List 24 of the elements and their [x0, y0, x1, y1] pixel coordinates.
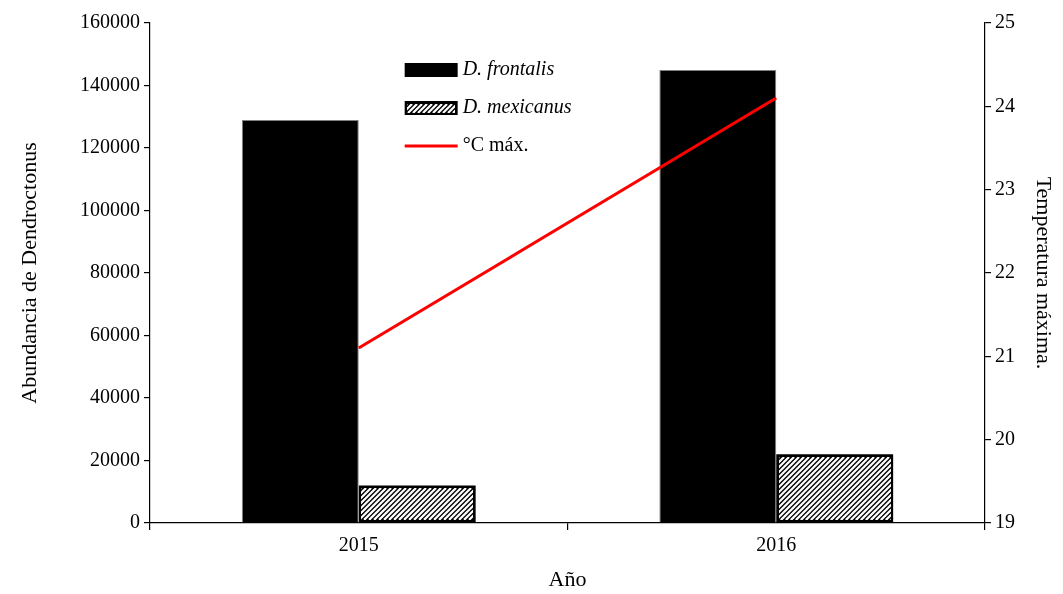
- legend-label: °C máx.: [462, 133, 529, 156]
- y-tick-label: 60000: [90, 322, 140, 345]
- y-tick-label: 160000: [80, 10, 140, 33]
- y2-axis-title: Temperatura máxima.: [1032, 176, 1058, 370]
- y2-tick-label: 23: [995, 176, 1015, 199]
- y-tick-label: 140000: [80, 72, 140, 95]
- y-tick-label: 20000: [90, 447, 140, 470]
- y2-tick-label: 25: [995, 10, 1015, 33]
- y2-tick-label: 20: [995, 426, 1015, 449]
- y-tick-label: 80000: [90, 260, 140, 283]
- y-tick-label: 100000: [80, 197, 140, 220]
- y2-tick-label: 19: [995, 510, 1015, 533]
- y2-tick-label: 21: [995, 343, 1015, 366]
- legend-label: D. mexicanus: [461, 95, 572, 118]
- y2-tick-label: 22: [995, 260, 1015, 283]
- x-tick-label: 2016: [756, 533, 797, 556]
- y-tick-label: 40000: [90, 385, 140, 408]
- y2-tick-label: 24: [995, 93, 1015, 116]
- y-tick-label: 120000: [80, 135, 140, 158]
- x-axis-title: Año: [548, 565, 587, 591]
- x-tick-label: 2015: [338, 533, 379, 556]
- y-axis-title: Abundancia de Dendroctonus: [15, 142, 41, 404]
- legend-label: D. frontalis: [461, 57, 555, 81]
- y-tick-label: 0: [130, 510, 140, 533]
